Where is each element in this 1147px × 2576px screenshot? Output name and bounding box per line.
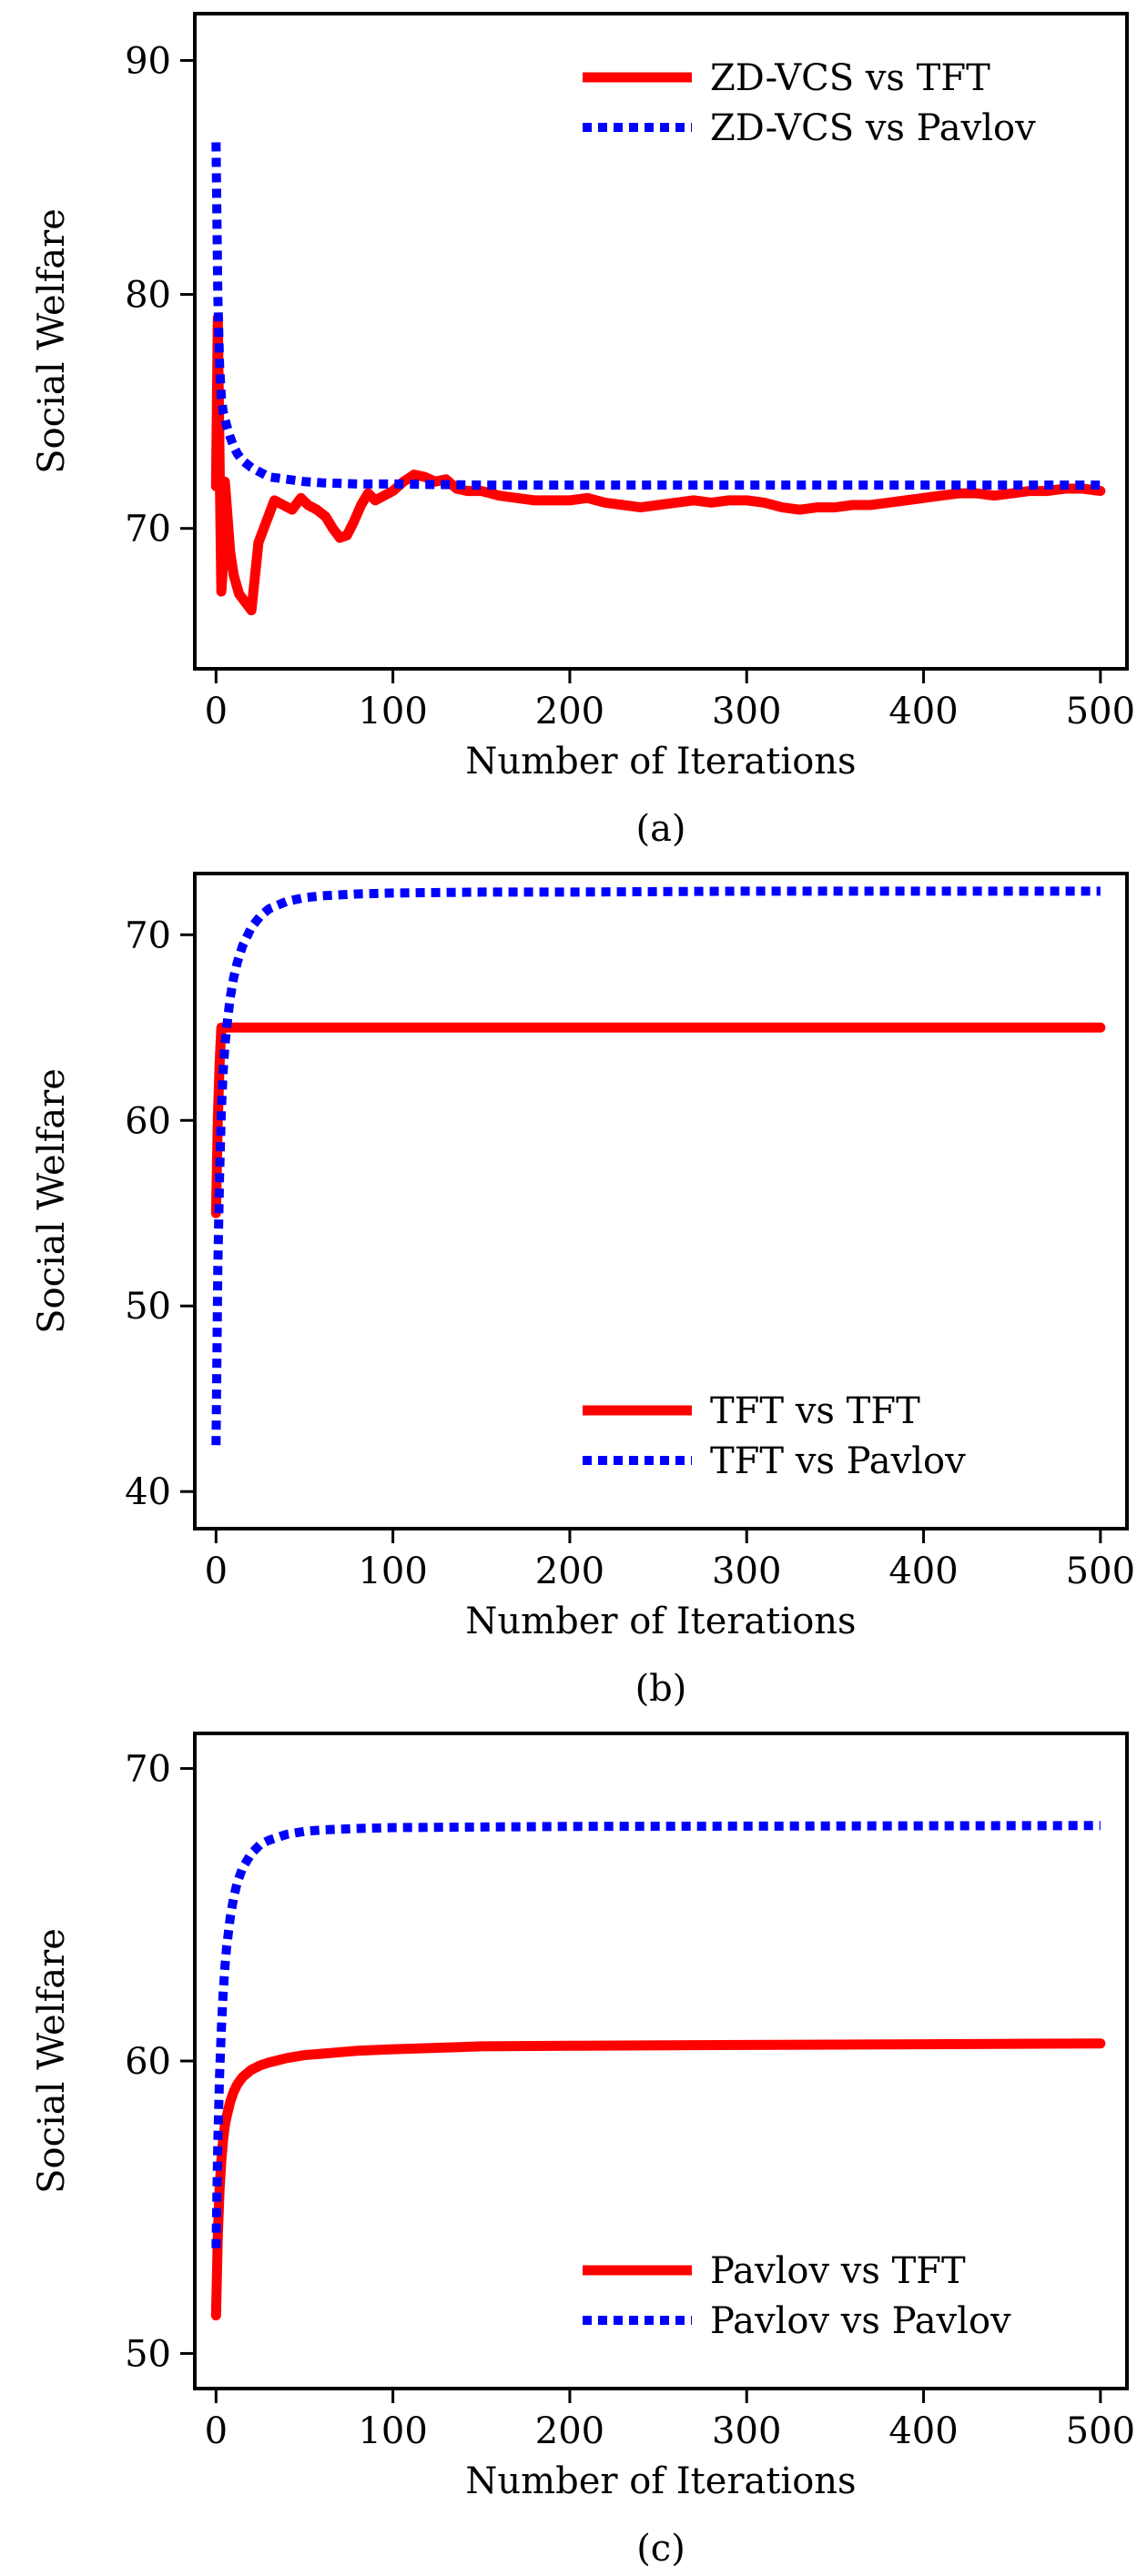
x-tick-label: 0 (205, 691, 228, 732)
panel-c: 0 100 200 300 400 500 50 60 70 Number of Iteratio… (0, 1720, 1147, 2575)
x-tick-label: 300 (712, 2410, 781, 2452)
x-axis-label: Number of Iterations (465, 741, 856, 783)
x-tick-label: 0 (205, 2410, 228, 2452)
panel-caption: (a) (635, 808, 685, 850)
x-tick-label: 400 (888, 1551, 958, 1592)
y-tick-label: 50 (125, 2333, 171, 2375)
x-tick-label: 500 (1066, 2410, 1135, 2452)
y-tick-label: 60 (125, 2041, 171, 2083)
chart-svg: 0 100 200 300 400 500 50 60 70 Number of Iteratio… (31, 1732, 1135, 2570)
x-tick-label: 200 (535, 691, 604, 732)
x-tick-label: 400 (888, 691, 958, 732)
series-line-dotted (211, 142, 1101, 490)
x-tick-label: 300 (712, 1551, 781, 1592)
series-line-solid (210, 1022, 1106, 1218)
x-tick-label: 500 (1066, 691, 1135, 732)
x-tick-label: 300 (712, 691, 781, 732)
legend: TFT vs TFT TFT vs Pavlov (583, 1390, 966, 1482)
series-group (210, 886, 1106, 1446)
panel-caption: (c) (636, 2528, 685, 2570)
x-axis-label: Number of Iterations (465, 1601, 856, 1642)
series-group (210, 142, 1106, 616)
plot-frame (193, 872, 1129, 1530)
series-line-dotted (211, 1821, 1101, 2248)
legend-label: Pavlov vs TFT (710, 2250, 966, 2292)
y-tick-label: 40 (125, 1471, 171, 1513)
panel-caption: (b) (635, 1668, 687, 1710)
x-tick-label: 100 (358, 2410, 427, 2452)
y-axis-label: Social Welfare (31, 1928, 73, 2194)
y-tick-label: 90 (125, 40, 171, 82)
panel-a: 0 100 200 300 400 500 70 80 90 Number of Iteratio… (0, 0, 1147, 855)
y-tick-label: 50 (125, 1286, 171, 1328)
y-tick-label: 80 (125, 275, 171, 317)
legend: ZD-VCS vs TFT ZD-VCS vs Pavlov (583, 57, 1036, 149)
series-line-solid (210, 312, 1106, 616)
legend: Pavlov vs TFT Pavlov vs Pavlov (583, 2250, 1011, 2342)
legend-label: TFT vs Pavlov (710, 1440, 966, 1482)
y-axis-label: Social Welfare (31, 1068, 73, 1334)
y-tick-label: 70 (125, 914, 171, 956)
x-tick-label: 0 (205, 1551, 228, 1592)
y-tick-label: 70 (125, 1749, 171, 1791)
y-tick-label: 60 (125, 1100, 171, 1142)
y-tick-label: 70 (125, 509, 171, 551)
legend-label: ZD-VCS vs Pavlov (710, 107, 1036, 149)
x-tick-label: 500 (1066, 1551, 1135, 1592)
series-group (210, 1821, 1106, 2321)
series-line-solid (210, 2038, 1106, 2321)
chart-svg: 0 100 200 300 400 500 40 50 60 70 Number of Iterat… (31, 872, 1135, 1710)
y-axis-label: Social Welfare (31, 208, 73, 474)
plot-frame (193, 12, 1129, 671)
x-tick-label: 200 (535, 2410, 604, 2452)
legend-label: Pavlov vs Pavlov (710, 2300, 1011, 2342)
x-tick-label: 100 (358, 1551, 427, 1592)
x-tick-label: 100 (358, 691, 427, 732)
chart-svg: 0 100 200 300 400 500 70 80 90 Number of Iteratio… (31, 12, 1135, 850)
legend-label: TFT vs TFT (710, 1390, 920, 1432)
legend-label: ZD-VCS vs TFT (710, 57, 990, 99)
series-line-dotted (211, 886, 1101, 1446)
x-axis-label: Number of Iterations (465, 2460, 856, 2502)
panel-b: 0 100 200 300 400 500 40 50 60 70 Number of Iterat… (0, 860, 1147, 1715)
x-tick-label: 400 (888, 2410, 958, 2452)
x-tick-label: 200 (535, 1551, 604, 1592)
